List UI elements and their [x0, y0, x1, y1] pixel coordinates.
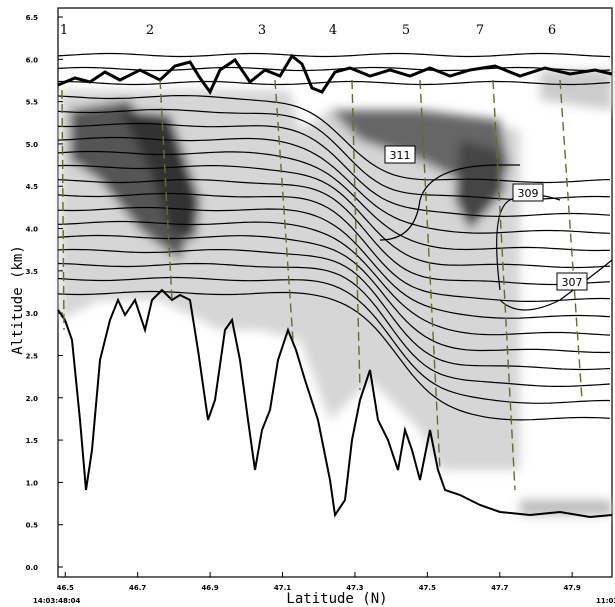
y-tick-label: 0.5	[26, 522, 39, 530]
y-tick-label: 5.0	[26, 141, 39, 149]
x-tick-label: 46.5	[57, 584, 74, 592]
leg-label: 7	[476, 23, 484, 38]
leg-label: 5	[402, 23, 410, 38]
x-tick-label: 46.9	[201, 584, 218, 592]
x-tick-label: 47.5	[419, 584, 436, 592]
leg-label: 6	[548, 23, 556, 38]
contour-label: 309	[518, 187, 539, 200]
y-tick-label: 6.5	[26, 14, 39, 22]
x-tick-label: 46.7	[129, 584, 146, 592]
contour-label: 311	[390, 149, 411, 162]
y-tick-label: 2.5	[26, 352, 39, 360]
y-tick-label: 3.0	[26, 310, 39, 318]
y-tick-label: 1.5	[26, 437, 39, 445]
leg-label: 4	[329, 23, 337, 38]
x-tick-label: 47.9	[564, 584, 581, 592]
y-tick-label: 0.0	[26, 564, 39, 572]
leg-label: 1	[60, 23, 68, 38]
time-end: 11:03	[596, 597, 615, 605]
time-start: 14:03:48:04	[33, 597, 80, 605]
y-tick-label: 5.5	[26, 99, 39, 107]
y-tick-label: 4.0	[26, 226, 39, 234]
chart: 0.0 0.5 1.0 1.5 2.0 2.5 3.0 3.5 4.0 4.5 5.0 5.5 6.0 6…	[0, 0, 615, 607]
y-axis-title: Altitude (km)	[10, 245, 26, 355]
y-tick-label: 6.0	[26, 56, 39, 64]
x-axis-title: Latitude (N)	[286, 591, 387, 607]
contour-label: 307	[562, 276, 583, 289]
y-tick-label: 2.0	[26, 395, 39, 403]
y-tick-label: 3.5	[26, 268, 39, 276]
leg-label: 2	[146, 23, 154, 38]
y-tick-label: 4.5	[26, 183, 39, 191]
x-tick-label: 47.7	[491, 584, 508, 592]
leg-label: 3	[258, 23, 266, 38]
y-tick-label: 1.0	[26, 479, 39, 487]
